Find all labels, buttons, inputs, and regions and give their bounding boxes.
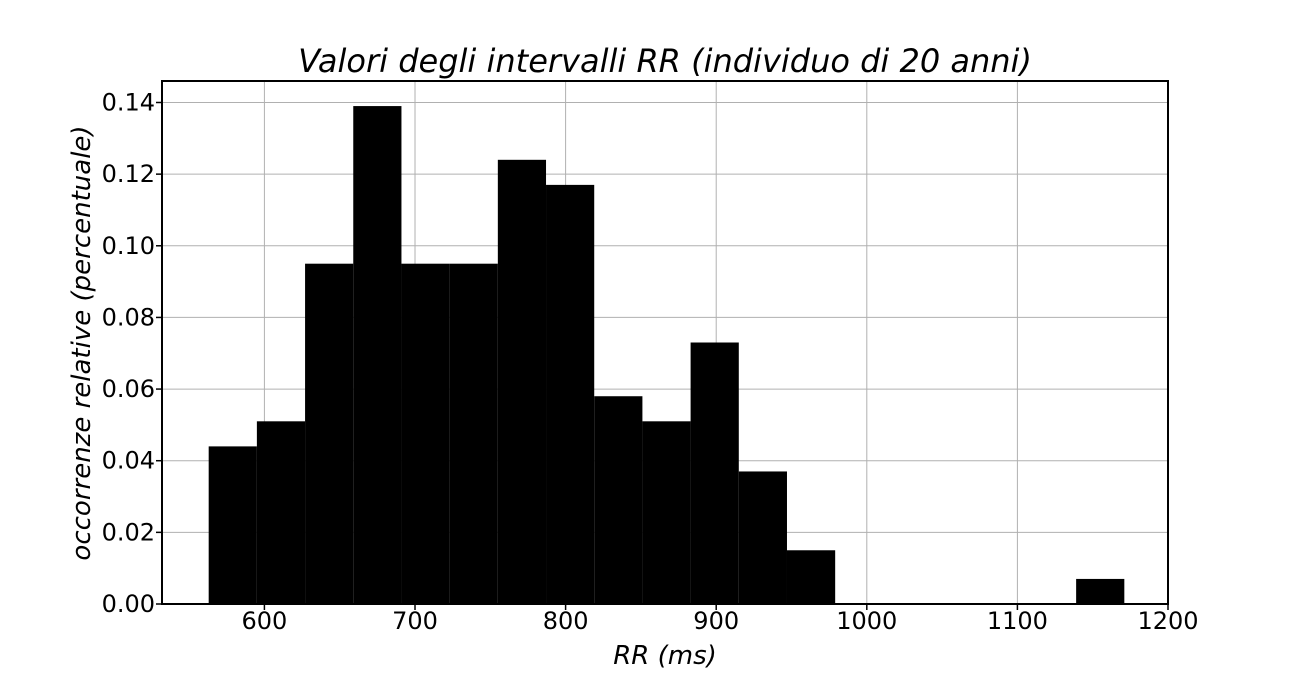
y-tick-label: 0.12	[102, 160, 155, 188]
x-tick-label: 1100	[987, 607, 1048, 635]
histogram-bar	[305, 263, 354, 604]
x-tick-label: 600	[242, 607, 288, 635]
x-axis-label: RR (ms)	[613, 641, 717, 671]
histogram-bar	[786, 550, 836, 604]
histogram-bar	[594, 396, 643, 604]
x-tick-label: 900	[693, 607, 739, 635]
y-tick-label: 0.00	[102, 590, 155, 618]
y-axis-ticks: 0.00 0.02 0.04 0.06 0.08 0.10 0.12 0.14	[102, 88, 162, 618]
histogram-bar	[1076, 578, 1125, 604]
x-axis-ticks: 600 700 800 900 1000 1100 1200	[242, 604, 1199, 635]
y-tick-label: 0.04	[102, 447, 155, 475]
histogram-bar	[256, 421, 306, 604]
y-tick-label: 0.02	[102, 518, 155, 546]
plot-frame	[161, 80, 1169, 605]
x-tick-label: 1200	[1137, 607, 1198, 635]
histogram-bar	[642, 421, 691, 604]
histogram-bar	[401, 263, 450, 604]
bars	[208, 106, 1125, 605]
x-tick-label: 1000	[836, 607, 897, 635]
histogram-bar	[449, 263, 498, 604]
y-tick-label: 0.10	[102, 232, 155, 260]
x-tick-label: 800	[543, 607, 589, 635]
y-tick-label: 0.08	[102, 303, 155, 331]
y-axis-label: occorrenze relative (percentuale)	[67, 125, 97, 560]
histogram-bar	[690, 342, 739, 604]
histogram-bar	[546, 184, 595, 605]
y-tick-label: 0.14	[102, 88, 155, 116]
x-tick-label: 700	[392, 607, 438, 635]
histogram-bar	[353, 106, 402, 604]
chart-title: Valori degli intervalli RR (individuo di…	[298, 42, 1032, 80]
histogram-bar	[738, 471, 787, 604]
histogram-bar	[208, 446, 257, 604]
y-tick-label: 0.06	[102, 375, 155, 403]
histogram-bar	[497, 159, 547, 604]
